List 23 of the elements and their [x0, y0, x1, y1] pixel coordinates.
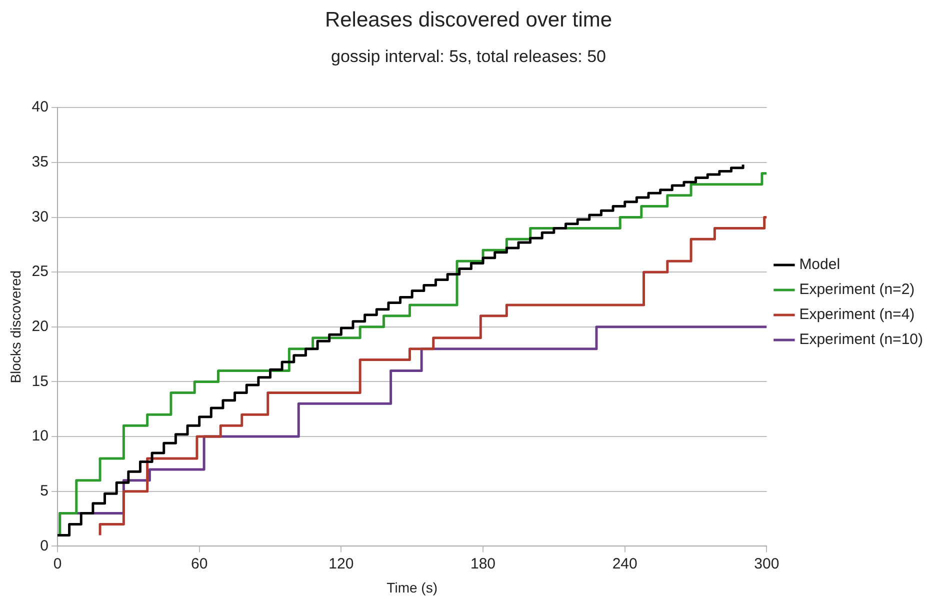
x-tick-label: 180 — [470, 555, 496, 572]
x-tick-label: 240 — [612, 555, 638, 572]
x-tick-label: 300 — [754, 555, 780, 572]
legend-label: Experiment (n=4) — [799, 306, 915, 324]
legend-label: Experiment (n=10) — [799, 331, 924, 348]
y-tick-label: 35 — [32, 154, 48, 171]
y-tick-label: 0 — [40, 537, 48, 554]
y-tick-label: 10 — [32, 428, 48, 445]
y-tick-label: 20 — [32, 318, 48, 336]
legend-label: Model — [799, 256, 840, 274]
chart-title: Releases discovered over time — [324, 8, 612, 32]
legend-label: Experiment (n=2) — [799, 281, 915, 298]
x-axis-title: Time (s) — [386, 579, 438, 596]
x-tick-label: 60 — [190, 555, 208, 572]
chart-subtitle: gossip interval: 5s, total releases: 50 — [331, 47, 606, 66]
x-tick-label: 0 — [53, 555, 62, 572]
y-tick-label: 5 — [40, 482, 48, 500]
y-tick-label: 30 — [32, 208, 48, 226]
y-tick-label: 25 — [32, 263, 48, 280]
y-axis-title: Blocks discovered — [7, 270, 24, 384]
x-tick-label: 120 — [328, 555, 354, 572]
y-tick-label: 40 — [32, 98, 48, 116]
y-tick-label: 15 — [32, 372, 48, 390]
